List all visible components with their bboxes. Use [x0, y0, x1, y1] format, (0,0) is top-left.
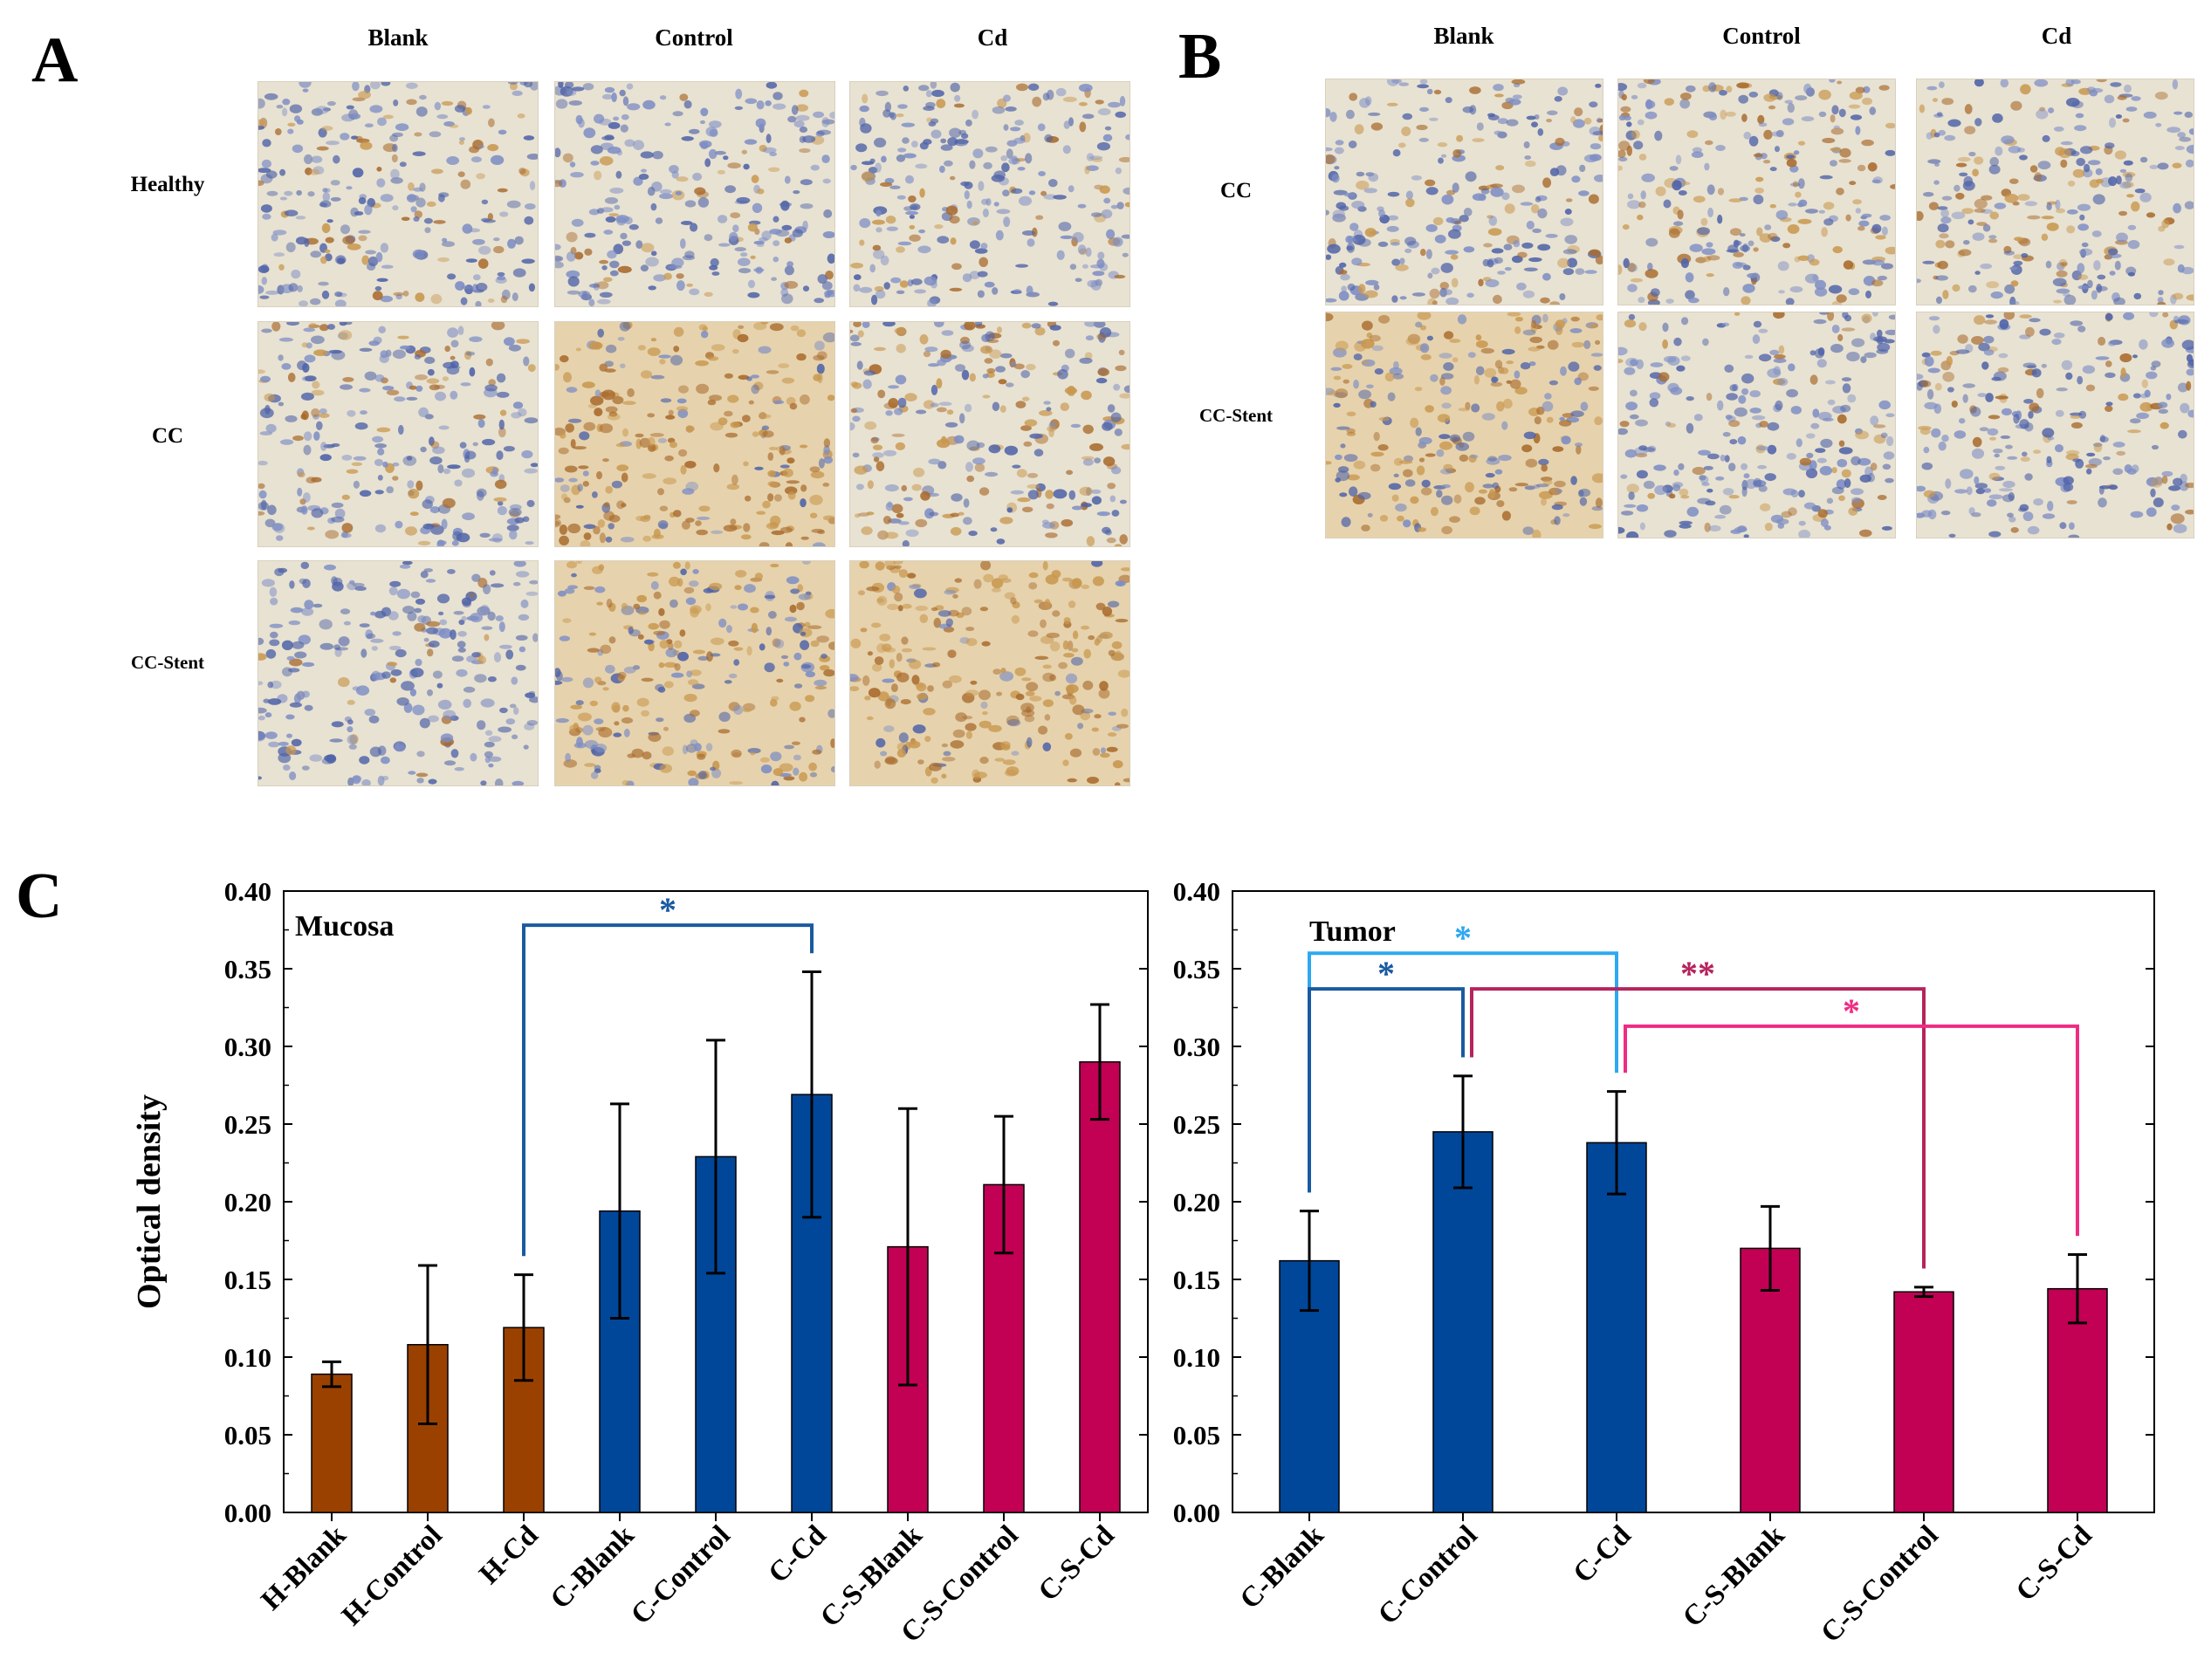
mucosa-ytick-label: 0.10 [224, 1342, 271, 1373]
tumor-panel-label: Tumor [1309, 915, 1396, 948]
panel-a-micrograph-r1-c2 [554, 81, 835, 307]
mucosa-bar [1079, 1061, 1121, 1513]
panel-c-letter: C [16, 861, 63, 932]
mucosa-xtick-label: H-Cd [473, 1519, 544, 1590]
tumor-xtick-label: C-Control [1372, 1519, 1483, 1630]
panel-b-col-blank: Blank [1433, 23, 1494, 49]
panel-a-row-cc-stent: CC-Stent [131, 652, 204, 673]
tumor-sig-label: * [1843, 991, 1860, 1031]
panel-b-col-cd: Cd [2041, 23, 2072, 49]
tumor-sig-label: * [1454, 918, 1472, 957]
panel-b-micrograph-r2-c2 [1617, 312, 1896, 538]
panel-a-letter: A [31, 24, 79, 96]
panel-a-row-cc: CC [151, 424, 184, 448]
mucosa-ytick-label: 0.05 [224, 1420, 271, 1450]
panel-a-micrograph-r2-c2 [554, 321, 835, 547]
panel-b-micrograph-r1-c1 [1325, 79, 1603, 305]
tumor-ytick-label: 0.35 [1173, 954, 1220, 984]
mucosa-ytick-label: 0.40 [224, 876, 271, 907]
tumor-ytick-label: 0.40 [1173, 876, 1220, 907]
tumor-sig-bracket [1470, 987, 1926, 1269]
mucosa-chart: 0.00 0.05 0.10 0.15 0.20 0.25 0.30 0.35 0.40 Opti… [131, 876, 1149, 1649]
panel-a-micrograph-r1-c3 [849, 81, 1130, 307]
panel-a-col-control: Control [655, 24, 733, 51]
panel-a-col-cd: Cd [977, 24, 1008, 51]
tumor-ytick-label: 0.15 [1173, 1265, 1220, 1295]
tumor-sig-label: ** [1680, 954, 1715, 993]
tumor-sig-label: * [1377, 954, 1395, 993]
mucosa-xtick-label: C-Cd [763, 1519, 833, 1589]
panel-b-micrograph-r2-c3 [1916, 312, 2194, 538]
panel-a-micrograph-r3-c2 [554, 560, 835, 786]
tumor-bar [1586, 1142, 1647, 1513]
tumor-xtick-label: C-Blank [1234, 1519, 1330, 1615]
panel-a-col-blank: Blank [367, 24, 429, 51]
mucosa-ytick-label: 0.15 [224, 1265, 271, 1295]
tumor-ytick-label: 0.30 [1173, 1032, 1220, 1062]
panel-a-micrograph-r2-c3 [849, 321, 1130, 547]
tumor-bar [2047, 1287, 2108, 1513]
panel-a-micrograph-r3-c1 [257, 560, 539, 786]
mucosa-ytick-label: 0.25 [224, 1109, 271, 1140]
tumor-chart: 0.00 0.05 0.10 0.15 0.20 0.25 0.30 0.35 0.40 Tumo… [1173, 876, 2155, 1649]
panel-b-col-control: Control [1722, 23, 1801, 49]
tumor-ytick-label: 0.20 [1173, 1187, 1220, 1217]
panel-b-micrograph-r2-c1 [1325, 312, 1603, 538]
panel-b-micrograph-r1-c3 [1916, 79, 2194, 305]
tumor-ytick-label: 0.05 [1173, 1420, 1220, 1450]
tumor-sig-bracket [1624, 1024, 2079, 1237]
panel-a-micrograph-r3-c3 [849, 560, 1130, 786]
tumor-xtick-label: C-S-Cd [2010, 1519, 2098, 1608]
tumor-bar [1893, 1291, 1954, 1513]
mucosa-ylabel: Optical density [131, 1094, 168, 1309]
panel-b-row-cc: CC [1219, 179, 1253, 202]
mucosa-ytick-label: 0.35 [224, 954, 271, 984]
mucosa-xtick-label: C-Control [625, 1519, 736, 1630]
panel-b-letter: B [1178, 21, 1222, 93]
tumor-bar [1432, 1131, 1493, 1513]
panel-b-row-cc-stent: CC-Stent [1199, 405, 1273, 426]
tumor-ytick-label: 0.25 [1173, 1109, 1220, 1140]
panel-b-micrograph-r1-c2 [1617, 79, 1896, 305]
panel-a-micrograph-r1-c1 [257, 81, 539, 307]
mucosa-ytick-label: 0.20 [224, 1187, 271, 1217]
mucosa-sig-label: * [659, 890, 676, 929]
panel-a-micrograph-r2-c1 [257, 321, 539, 547]
mucosa-xtick-label: H-Blank [256, 1519, 354, 1617]
mucosa-xtick-label: H-Control [336, 1519, 449, 1632]
tumor-xtick-label: C-Cd [1568, 1519, 1638, 1589]
mucosa-sig-bracket [522, 923, 814, 1257]
mucosa-xtick-label: C-Blank [545, 1519, 641, 1615]
mucosa-bar [311, 1373, 353, 1513]
panel-a-row-healthy: Healthy [130, 173, 205, 196]
mucosa-panel-label: Mucosa [295, 910, 394, 943]
tumor-xtick-label: C-S-Control [1815, 1519, 1944, 1649]
tumor-sig-bracket [1308, 987, 1465, 1193]
mucosa-xtick-label: C-S-Cd [1033, 1519, 1121, 1608]
tumor-ytick-label: 0.00 [1173, 1498, 1220, 1528]
mucosa-ytick-label: 0.30 [224, 1032, 271, 1062]
mucosa-ytick-label: 0.00 [224, 1498, 271, 1528]
tumor-ytick-label: 0.10 [1173, 1342, 1220, 1373]
tumor-xtick-label: C-S-Blank [1677, 1519, 1791, 1634]
